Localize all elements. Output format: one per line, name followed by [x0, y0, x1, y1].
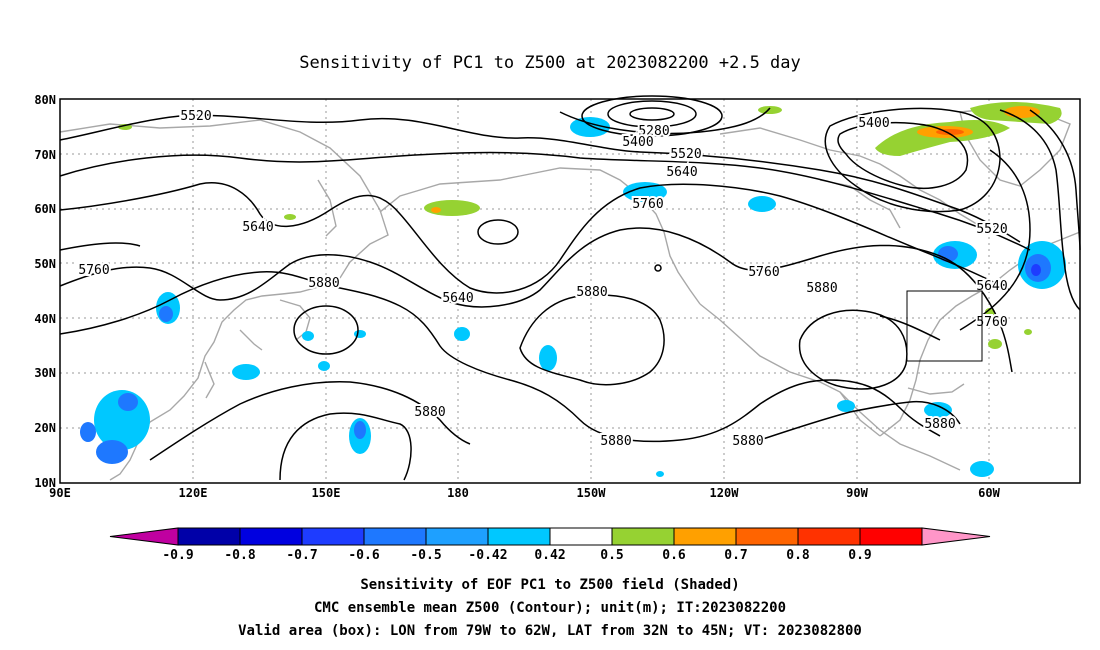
colorbar-tick-label: 0.9 [848, 548, 871, 563]
contour-label: 5400 [622, 135, 653, 150]
contour-label: 5880 [308, 276, 339, 291]
lon-tick-label: 150W [577, 486, 607, 500]
colorbar-tick-label: 0.8 [786, 548, 810, 563]
colorbar-bin [301, 527, 365, 546]
colorbar-bin [239, 527, 303, 546]
colorbar-tick-label: -0.8 [224, 548, 255, 563]
colorbar-bin [549, 527, 613, 546]
colorbar-tick-label: -0.6 [348, 548, 379, 563]
contour-label: 5760 [78, 263, 109, 278]
lat-tick-label: 80N [34, 93, 56, 107]
colorbar-bin [735, 527, 799, 546]
caption-line-1: Sensitivity of EOF PC1 to Z500 field (Sh… [360, 577, 739, 593]
map-frame [59, 98, 1081, 484]
colorbar-tick-label: 0.7 [724, 548, 747, 563]
gridlines [60, 99, 1080, 483]
lon-tick-label: 120E [179, 486, 208, 500]
longitude-axis: 90E 120E 150E 180 150W 120W 90W 60W [49, 486, 1000, 500]
colorbar-tick-label: 0.6 [662, 548, 686, 563]
colorbar-tick-label: -0.5 [410, 548, 441, 563]
lon-tick-label: 90E [49, 486, 71, 500]
lon-tick-label: 180 [447, 486, 469, 500]
sensitivity-shading [80, 102, 1066, 477]
colorbar-bin [487, 527, 551, 546]
contour-label: 5520 [670, 147, 701, 162]
caption-line-3: Valid area (box): LON from 79W to 62W, L… [238, 623, 862, 639]
colorbar-bin [363, 527, 427, 546]
contour-label: 5880 [576, 285, 607, 300]
lat-tick-label: 20N [34, 421, 56, 435]
contour-labels: 5520 5280 5400 5520 5640 5400 5640 5760 … [76, 107, 1009, 451]
valid-area-box [906, 290, 983, 362]
colorbar-tick-label: 0.42 [534, 548, 565, 563]
lon-tick-label: 120W [710, 486, 740, 500]
contour-label: 5640 [666, 165, 697, 180]
contour-label: 5880 [600, 434, 631, 449]
contour-label: 5880 [806, 281, 837, 296]
contour-label: 5880 [414, 405, 445, 420]
lon-tick-label: 90W [846, 486, 868, 500]
contour-label: 5880 [732, 434, 763, 449]
lat-tick-label: 30N [34, 366, 56, 380]
figure-title: Sensitivity of PC1 to Z500 at 2023082200… [299, 53, 801, 73]
contour-label: 5400 [858, 116, 889, 131]
colorbar-bin [611, 527, 675, 546]
contour-label: 5280 [638, 124, 669, 139]
colorbar-arrow-high [921, 527, 991, 546]
colorbar-tick-label: -0.42 [468, 548, 507, 563]
contour-label: 5640 [442, 291, 473, 306]
lon-tick-label: 150E [312, 486, 341, 500]
colorbar-bin [673, 527, 737, 546]
contour-label: 5640 [242, 220, 273, 235]
lat-tick-label: 60N [34, 202, 56, 216]
lat-tick-label: 50N [34, 257, 56, 271]
colorbar-bin [859, 527, 923, 546]
colorbar-bin [425, 527, 489, 546]
contour-label: 5760 [748, 265, 779, 280]
colorbar-tick-label: -0.7 [286, 548, 317, 563]
lat-tick-label: 70N [34, 148, 56, 162]
colorbar: -0.9 -0.8 -0.7 -0.6 -0.5 -0.42 0.42 0.5 0.6 0.7 0.… [109, 527, 991, 563]
colorbar-tick-label: 0.5 [600, 548, 623, 563]
colorbar-bin [797, 527, 861, 546]
contour-label: 5760 [632, 197, 663, 212]
lon-tick-label: 60W [978, 486, 1000, 500]
lat-tick-label: 40N [34, 312, 56, 326]
colorbar-tick-label: -0.9 [162, 548, 193, 563]
contour-label: 5760 [976, 315, 1007, 330]
contour-label: 5520 [976, 222, 1007, 237]
map-panel: 5520 5280 5400 5520 5640 5400 5640 5760 … [59, 95, 1081, 484]
contour-label: 5880 [924, 417, 955, 432]
caption-line-2: CMC ensemble mean Z500 (Contour); unit(m… [314, 600, 786, 616]
latitude-axis: 80N 70N 60N 50N 40N 30N 20N 10N [34, 93, 56, 490]
colorbar-arrow-low [109, 527, 179, 546]
colorbar-bin [177, 527, 241, 546]
lat-tick-label: 10N [34, 476, 56, 490]
contour-label: 5640 [976, 279, 1007, 294]
contour-label: 5520 [180, 109, 211, 124]
